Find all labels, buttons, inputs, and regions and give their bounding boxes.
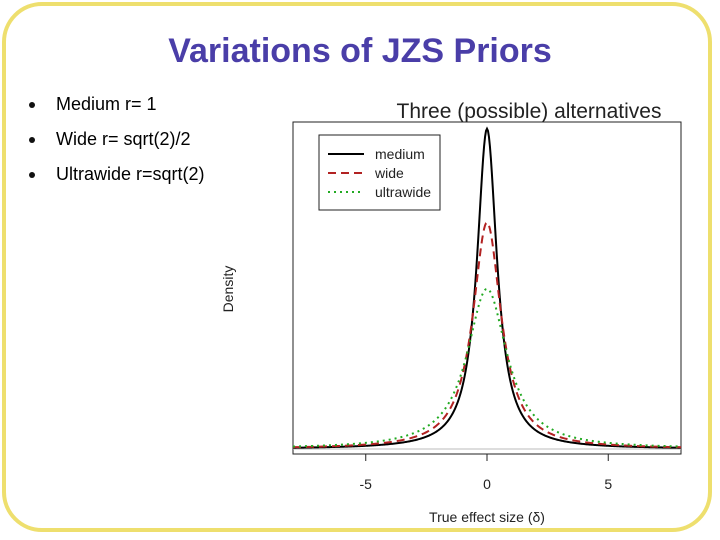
bullet-dot (29, 102, 35, 108)
chart-title: Three (possible) alternatives (397, 100, 662, 123)
x-tick-label: -5 (360, 476, 373, 492)
bullet-item: Wide r= sqrt(2)/2 (28, 127, 205, 162)
x-tick-label: 0 (483, 476, 491, 492)
bullet-list: Medium r= 1 Wide r= sqrt(2)/2 Ultrawide … (28, 92, 205, 197)
legend-label-wide: wide (374, 165, 404, 181)
y-axis-label: Density (220, 266, 236, 313)
series-line-wide (292, 221, 682, 449)
series-line-medium (292, 126, 682, 449)
slide-frame (2, 2, 712, 532)
legend-box (318, 134, 441, 211)
legend-label-ultrawide: ultrawide (375, 184, 431, 200)
legend-label-medium: medium (375, 146, 425, 162)
bullet-item: Medium r= 1 (28, 92, 205, 127)
series-line-ultrawide (292, 287, 682, 448)
bullet-text: Wide r= sqrt(2)/2 (56, 129, 191, 149)
legend: medium wide ultrawide (318, 134, 441, 211)
bullet-item: Ultrawide r=sqrt(2) (28, 162, 205, 197)
slide-title: Variations of JZS Priors (168, 32, 552, 70)
x-tick-label: 5 (604, 476, 612, 492)
bullet-text: Medium r= 1 (56, 94, 157, 114)
bullet-text: Ultrawide r=sqrt(2) (56, 164, 205, 184)
bullet-dot (29, 137, 35, 143)
x-axis-label: True effect size (δ) (429, 509, 545, 525)
x-axis: -5 0 5 (360, 453, 612, 492)
bullet-dot (29, 172, 35, 178)
series-group (292, 126, 682, 449)
